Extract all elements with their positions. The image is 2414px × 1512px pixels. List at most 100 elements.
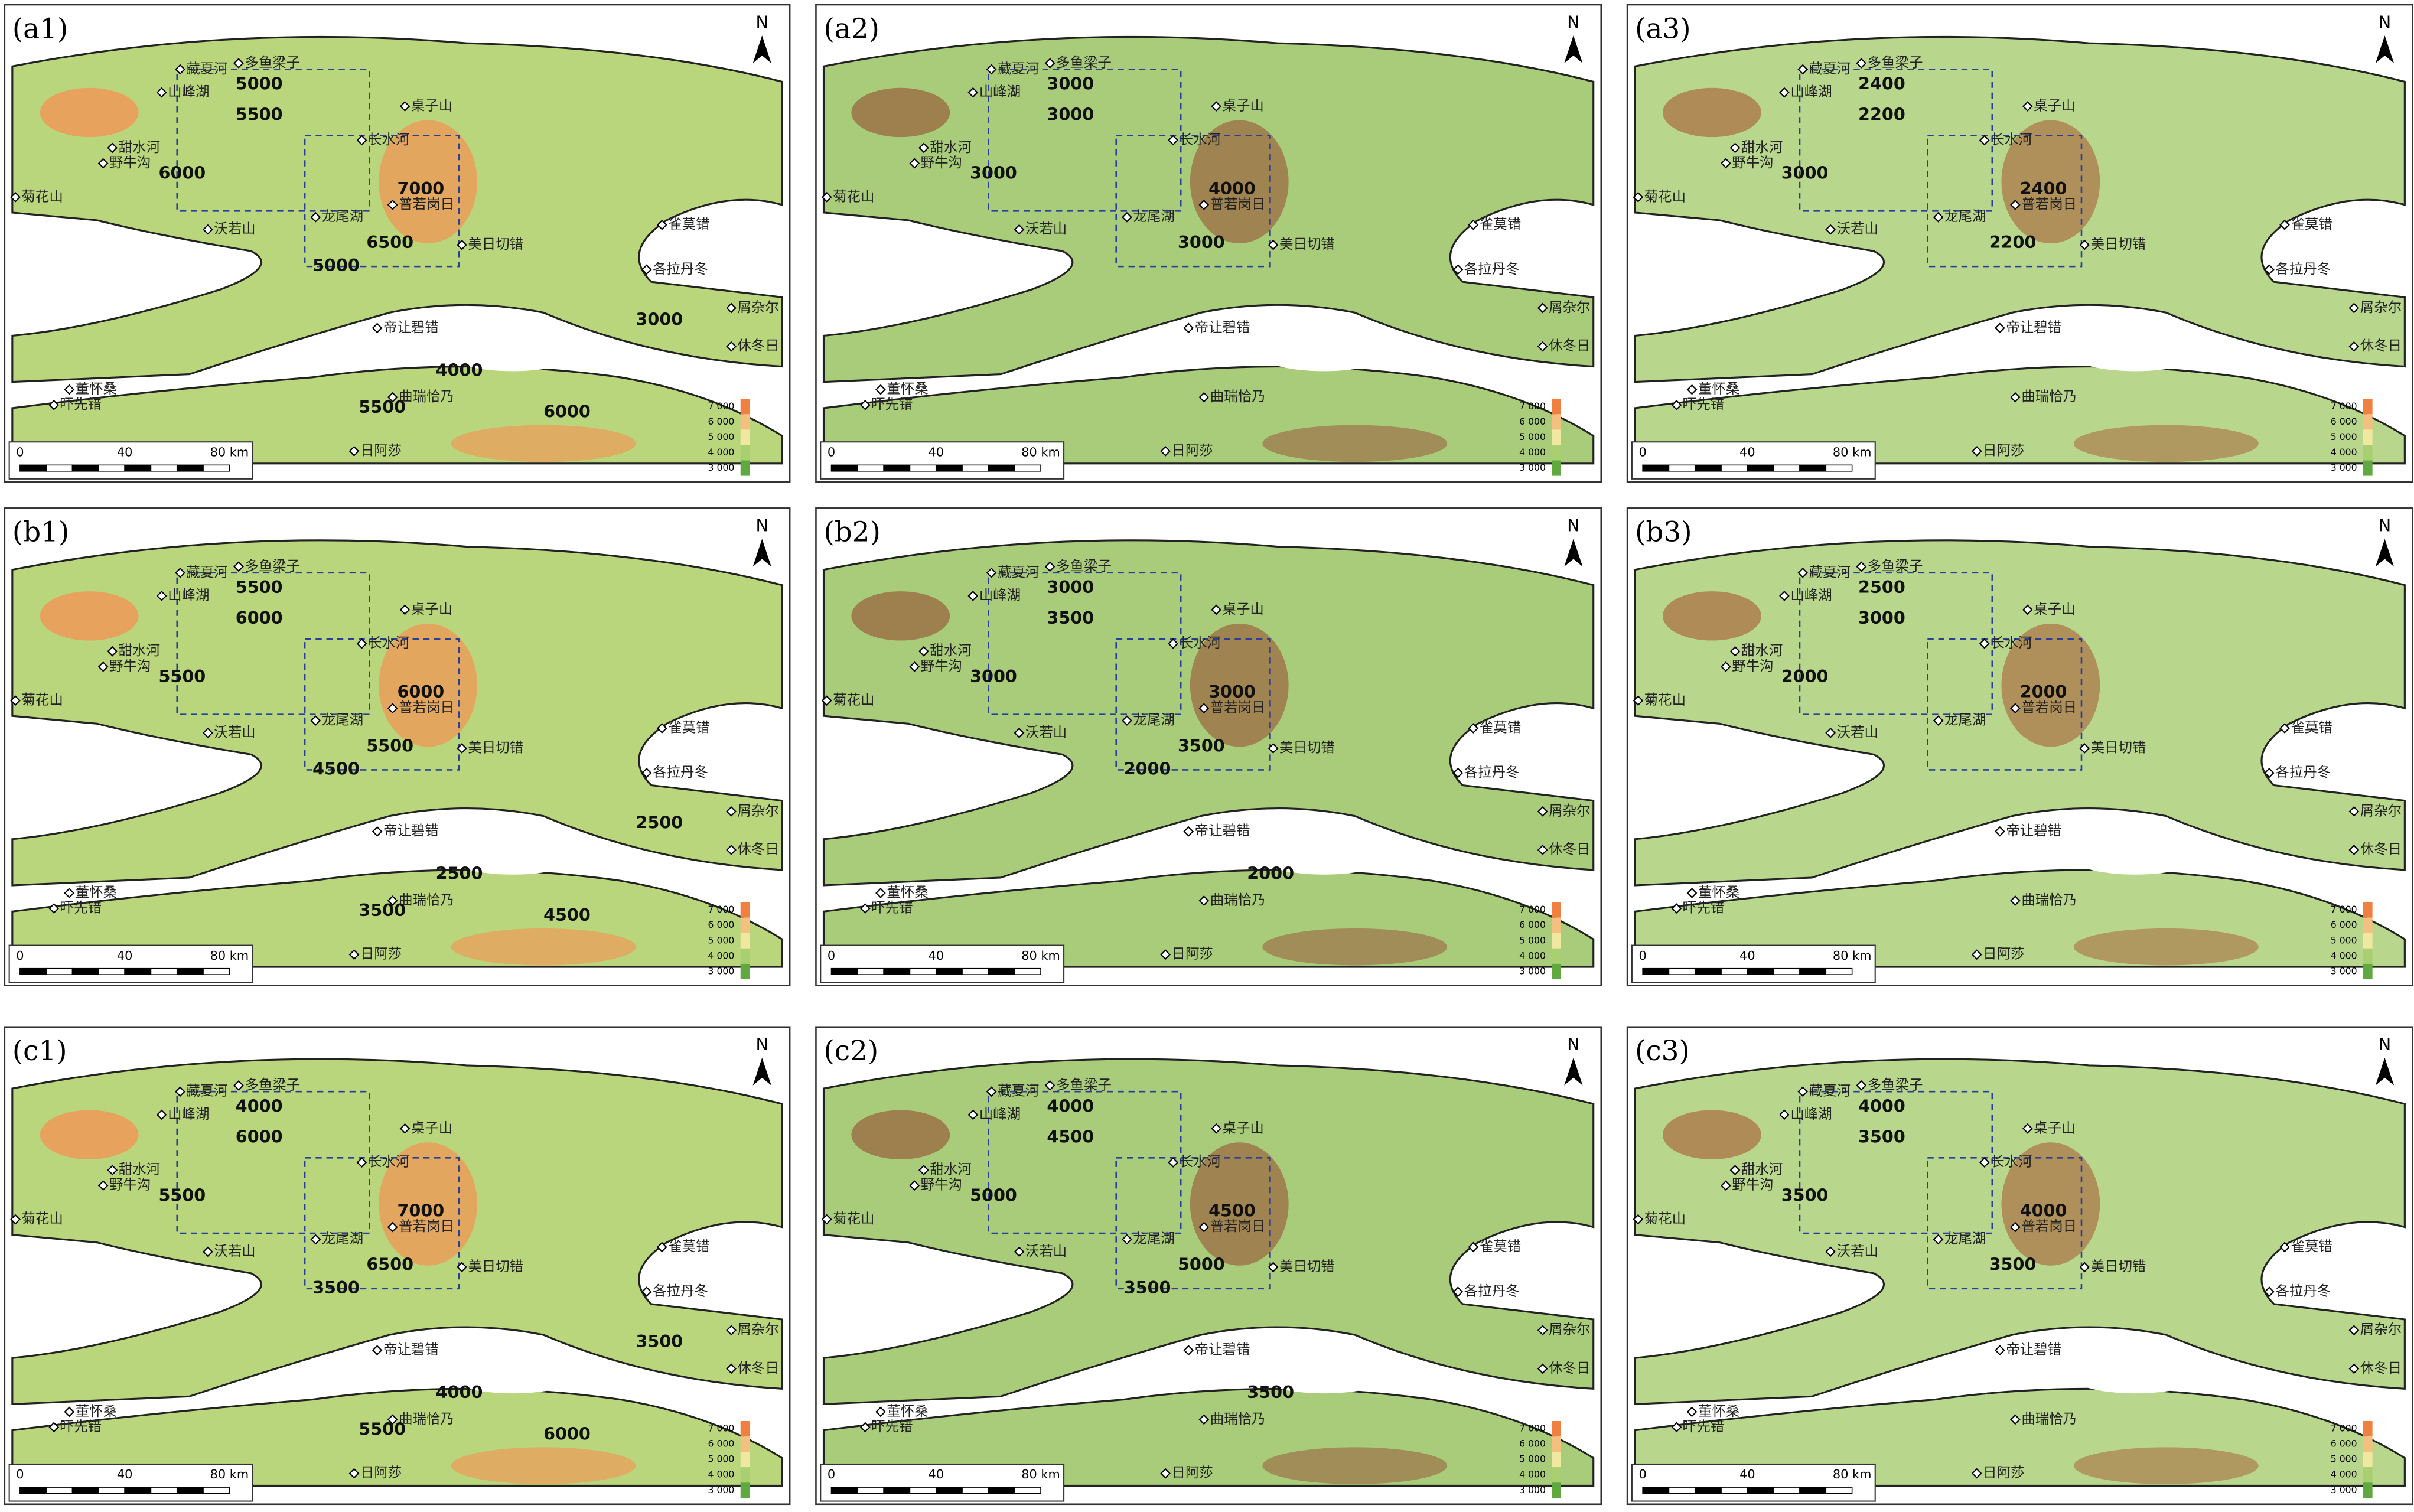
place-name: 野牛沟 [921,154,962,171]
scale-segment [935,464,963,472]
place-marker [1721,1180,1731,1191]
scale-frame [1631,441,1876,480]
scale-segment [1642,464,1670,472]
study-box [1927,1156,2083,1290]
place-name: 日阿莎 [1172,946,1213,962]
legend-swatch [740,917,750,933]
scale-segment [1668,464,1696,472]
map-panel: 藏夏河 多鱼梁子山峰湖桌子山长水河甜水河野牛沟菊花山沃若山龙尾湖普若岗日美日切错雀… [1626,507,2413,986]
place-marker [97,1180,109,1191]
legend-swatch [1552,1421,1561,1437]
legend-label: 6 000 [1519,416,1546,427]
contour-label: 2500 [1858,577,1905,597]
legend-label: 7 000 [2331,1423,2357,1434]
place-marker [203,728,213,738]
legend-label: 4 000 [708,950,735,961]
legend-swatch [1552,1482,1561,1498]
contour-label: 6500 [366,232,413,252]
legend-swatch [740,1436,750,1452]
legend-label: 7 000 [708,1423,735,1434]
place-name: 屑杂尔 [1549,299,1590,315]
anomaly [379,1142,478,1266]
place-marker [2022,1123,2033,1134]
legend-swatch [2363,1452,2373,1468]
place-name: 菊花山 [833,188,874,204]
contour-label: 4500 [1047,1126,1094,1146]
place-name: 普若岗日 [399,1218,454,1234]
panel-label: (c2) [823,1035,878,1067]
scale-segment [883,1487,911,1494]
contour-label: 6000 [543,1423,591,1443]
place-name: 董怀桑 [887,1403,928,1419]
place-marker [1971,446,1982,457]
study-box [176,69,370,212]
place-marker [10,1214,21,1225]
place-name: 日阿莎 [360,1464,402,1481]
place-marker [1779,1109,1790,1120]
place-marker [1452,264,1464,275]
contour-label: 3000 [970,163,1017,183]
legend-label: 3 000 [708,462,735,473]
place-name: 藏夏河 [1809,60,1851,77]
scale-frame [1631,1463,1876,1502]
place-name: 山峰湖 [168,586,209,603]
contour-label: 3500 [1858,1126,1905,1146]
place-marker [1537,302,1548,314]
legend-swatch [740,1482,750,1498]
legend-label: 4 000 [1519,447,1546,458]
place-name: 美日切错 [468,236,523,252]
contour-label: 5000 [236,74,283,94]
place-name: 桌子山 [411,97,452,114]
legend-label: 4 000 [2331,1469,2357,1480]
place-marker [1933,211,1944,223]
scale-segment [45,1487,73,1494]
scale-segment [1721,967,1748,975]
place-marker [1468,1241,1479,1253]
scale-segment [203,464,230,472]
contour-label: 3500 [636,1331,683,1351]
contour-label: 4000 [436,1382,483,1402]
legend-label: 6 000 [2331,416,2357,427]
legend-swatch [2363,399,2373,415]
scale-label: 0 [16,1467,24,1481]
place-marker [175,567,185,578]
place-marker [1971,949,1982,960]
place-name: 龙尾湖 [1133,712,1174,728]
place-name: 长水河 [1180,131,1221,148]
place-marker [97,661,109,672]
scale-label: 80 km [210,949,249,963]
place-name: 曲瑞恰乃 [1210,892,1266,908]
panel-label: (a2) [823,12,879,45]
contour-label: 3000 [1178,232,1225,252]
place-name: 美日切错 [2091,739,2146,755]
scale-segment [988,464,1015,472]
scale-frame [1631,944,1876,983]
place-name: 日阿莎 [1172,442,1213,458]
scale-segment [1825,464,1853,472]
place-marker [2264,767,2275,778]
scale-segment [150,464,178,472]
place-marker [64,384,75,395]
place-name: 屑杂尔 [738,802,779,819]
place-marker [1971,1468,1982,1479]
scale-segment [1694,464,1722,472]
scale-segment [1014,1487,1041,1494]
place-name: 菊花山 [1644,188,1686,204]
legend-label: 5 000 [1519,1454,1546,1465]
panel-label: (c3) [1635,1035,1690,1067]
place-name: 菊花山 [1644,1210,1686,1227]
place-marker [2348,302,2360,314]
map-panel: 藏夏河 多鱼梁子山峰湖桌子山长水河甜水河野牛沟菊花山沃若山龙尾湖普若岗日美日切错雀… [815,4,1602,483]
study-box [1927,135,2083,268]
place-marker [726,845,737,855]
contour-label: 5500 [236,577,283,597]
place-marker [875,384,886,395]
place-name: 野牛沟 [109,154,151,171]
place-name: 山峰湖 [1790,1106,1832,1122]
legend-label: 3 000 [708,1484,735,1495]
legend-swatch [1552,902,1561,918]
place-marker [1014,224,1025,235]
scale-segment [1014,967,1041,975]
place-marker [1268,743,1279,754]
north-label: N [756,12,768,32]
